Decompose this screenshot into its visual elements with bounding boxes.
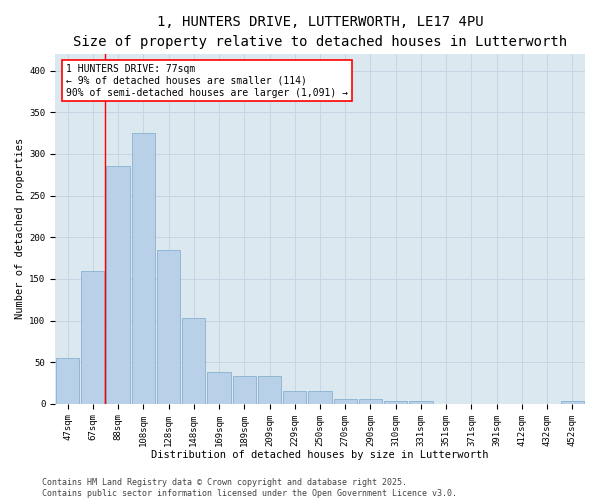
Bar (157, 250, 180, 404)
Text: Contains HM Land Registry data © Crown copyright and database right 2025.
Contai: Contains HM Land Registry data © Crown c… (42, 478, 457, 498)
Y-axis label: Number of detached properties: Number of detached properties (15, 138, 25, 320)
Bar (258, 376, 281, 404)
Bar (308, 392, 332, 404)
Bar (106, 166, 130, 404)
Bar (56, 358, 79, 404)
Bar (283, 392, 307, 404)
Bar (384, 400, 407, 404)
Bar (233, 376, 256, 404)
Bar (81, 270, 104, 404)
Bar (359, 399, 382, 404)
Bar (409, 400, 433, 404)
Bar (208, 372, 230, 404)
Bar (132, 133, 155, 404)
Title: 1, HUNTERS DRIVE, LUTTERWORTH, LE17 4PU
Size of property relative to detached ho: 1, HUNTERS DRIVE, LUTTERWORTH, LE17 4PU … (73, 15, 567, 48)
Bar (334, 399, 357, 404)
Bar (182, 318, 205, 404)
Bar (561, 402, 584, 404)
Text: 1 HUNTERS DRIVE: 77sqm
← 9% of detached houses are smaller (114)
90% of semi-det: 1 HUNTERS DRIVE: 77sqm ← 9% of detached … (65, 64, 347, 98)
X-axis label: Distribution of detached houses by size in Lutterworth: Distribution of detached houses by size … (151, 450, 489, 460)
